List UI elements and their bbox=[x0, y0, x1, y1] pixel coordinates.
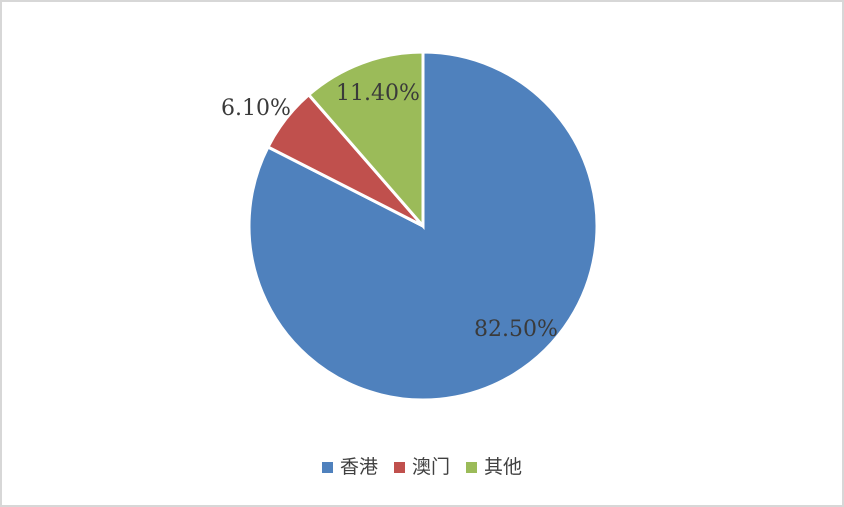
legend-swatch bbox=[393, 461, 405, 473]
legend-item-3: 其他 bbox=[466, 455, 523, 478]
legend-label: 澳门 bbox=[411, 455, 450, 478]
data-label-2: 6.10% bbox=[221, 96, 291, 121]
legend-swatch bbox=[321, 461, 333, 473]
legend: 香港 澳门 其他 bbox=[2, 453, 842, 481]
legend-item-1: 香港 bbox=[321, 455, 378, 478]
legend-swatch bbox=[466, 461, 477, 473]
legend-label: 香港 bbox=[339, 455, 378, 478]
data-label-3: 11.40% bbox=[336, 81, 420, 106]
legend-item-2: 澳门 bbox=[393, 455, 450, 478]
pie-slice-3 bbox=[306, 50, 425, 231]
data-label-1: 82.50% bbox=[474, 317, 558, 342]
legend-label: 其他 bbox=[484, 455, 523, 478]
